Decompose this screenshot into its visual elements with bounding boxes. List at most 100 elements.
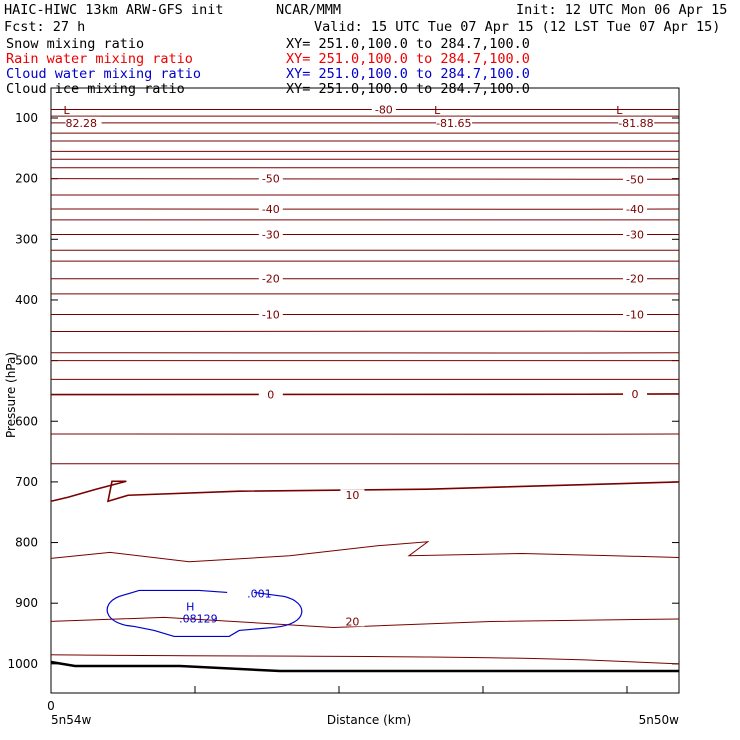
contour-line — [50, 122, 679, 124]
cloud-water-max-marker: H — [186, 600, 194, 613]
y-tick-label: 600 — [15, 414, 38, 428]
contour-label-bg — [623, 202, 648, 214]
contour-label: 0 — [267, 389, 274, 402]
x-left-label: 5n54w — [51, 713, 92, 727]
y-tick-label: 500 — [15, 354, 38, 368]
contour-label-bg — [623, 387, 648, 399]
contour-label: -50 — [262, 173, 280, 186]
contour-line — [50, 260, 679, 262]
contour-line — [50, 140, 679, 142]
x-origin-label: 0 — [47, 699, 55, 713]
low-value-bg — [436, 116, 473, 128]
low-value: -81.88 — [618, 117, 653, 130]
y-tick-label: 400 — [15, 293, 38, 307]
header-init: Init: 12 UTC Mon 06 Apr 15 — [516, 2, 727, 18]
contour-label-bg — [258, 228, 283, 240]
extreme-markers: L82.28L-81.65L-81.88 — [64, 104, 655, 130]
contour-line — [50, 433, 680, 436]
low-value: 82.28 — [66, 117, 98, 130]
contour-line — [50, 249, 679, 252]
contour-label-bg — [371, 103, 396, 115]
contour-label-bg — [340, 489, 365, 501]
contour-line — [50, 352, 680, 354]
contour-line — [50, 115, 679, 117]
contour-line — [50, 330, 680, 333]
contour-label-bg — [258, 202, 283, 214]
contour-line — [50, 158, 679, 161]
contour-line — [50, 313, 679, 316]
header-center: NCAR/MMM — [276, 2, 341, 18]
y-tick-label: 700 — [15, 475, 38, 489]
contour-line — [50, 393, 680, 396]
cloud-water-contour-label: .001 — [247, 587, 272, 600]
field-xy: XY= 251.0,100.0 to 284.7,100.0 — [286, 51, 530, 67]
contour-line — [50, 480, 680, 503]
contour-label-bg — [340, 615, 365, 627]
low-value-bg — [65, 116, 102, 128]
contour-label-bg — [258, 308, 283, 320]
contour-line — [50, 108, 679, 111]
contour-label-bg — [623, 272, 648, 284]
contour-label-bg — [623, 228, 648, 240]
contour-line — [50, 194, 679, 196]
temperature-contours: -80 -50 -50 -40 -40 -30 -30 -20 -20 -10 -10 0 0 10 20 — [50, 103, 680, 665]
contour-label-bg — [623, 173, 648, 185]
x-axis-title: Distance (km) — [327, 713, 411, 727]
low-marker: L — [616, 104, 623, 117]
contour-line — [50, 616, 680, 628]
contour-line — [50, 166, 679, 169]
contour-label: -30 — [262, 228, 280, 241]
contour-label: -40 — [262, 203, 280, 216]
y-tick-label: 100 — [15, 111, 38, 125]
contour-label: -30 — [626, 228, 644, 241]
contour-line — [50, 359, 679, 362]
field-name: Cloud ice mixing ratio — [6, 81, 185, 97]
y-axis-title: Pressure (hPa) — [4, 352, 18, 438]
contour-label: -20 — [262, 273, 280, 286]
low-marker: L — [64, 104, 71, 117]
contour-label-bg — [258, 172, 283, 184]
y-tick-label: 900 — [15, 596, 38, 610]
plot-frame — [50, 87, 680, 694]
contour-line — [50, 277, 679, 280]
contour-line — [50, 219, 679, 221]
low-value: -81.65 — [436, 117, 471, 130]
contour-label: 20 — [345, 615, 359, 628]
x-axis — [50, 686, 628, 693]
contour-label-bg — [258, 388, 283, 400]
cloud-water-contour: .001 H.08129 — [106, 587, 303, 638]
y-tick-label: 200 — [15, 172, 38, 186]
field-xy: XY= 251.0,100.0 to 284.7,100.0 — [286, 66, 530, 82]
contour-label-bg — [623, 308, 648, 320]
cloud-water-line — [106, 589, 303, 638]
contour-line — [50, 541, 680, 563]
contour-label: -40 — [626, 203, 644, 216]
cloud-water-max-value: .08129 — [179, 612, 218, 625]
contour-label: -80 — [375, 104, 393, 117]
contour-label: -10 — [262, 309, 280, 322]
y-tick-label: 1000 — [7, 657, 38, 671]
contour-line — [50, 208, 680, 211]
field-name: Cloud water mixing ratio — [6, 66, 201, 82]
contour-label: 10 — [345, 489, 359, 502]
field-xy: XY= 251.0,100.0 to 284.7,100.0 — [286, 36, 530, 52]
contour-line — [50, 178, 679, 180]
contour-line — [50, 654, 680, 665]
contour-label-bg — [258, 272, 283, 284]
y-tick-label: 800 — [15, 536, 38, 550]
x-right-label: 5n50w — [639, 713, 680, 727]
contour-line — [50, 293, 679, 295]
terrain-line — [50, 660, 679, 673]
field-xy: XY= 251.0,100.0 to 284.7,100.0 — [286, 81, 530, 97]
contour-label: -50 — [626, 173, 644, 186]
y-tick-label: 300 — [15, 232, 38, 246]
header-title: HAIC-HIWC 13km ARW-GFS init — [4, 2, 223, 18]
field-name: Rain water mixing ratio — [6, 51, 193, 67]
low-value-bg — [618, 116, 655, 128]
contour-line — [50, 378, 679, 381]
field-name: Snow mixing ratio — [6, 36, 144, 52]
contour-line — [50, 233, 679, 236]
contour-line — [50, 150, 679, 153]
